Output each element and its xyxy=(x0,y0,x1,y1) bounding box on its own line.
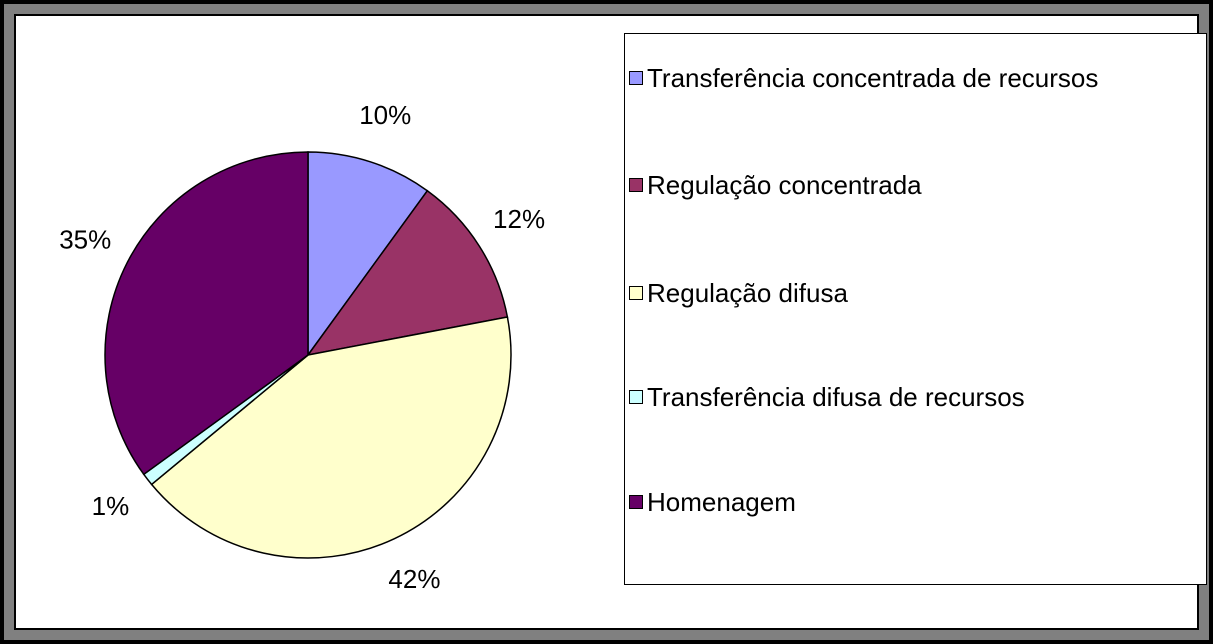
pie-slice xyxy=(306,189,509,357)
legend-label: Transferência concentrada de recursos xyxy=(647,63,1099,93)
data-label: 1% xyxy=(92,491,130,521)
data-label: 42% xyxy=(388,564,440,594)
legend-swatch xyxy=(629,390,643,404)
data-label: 35% xyxy=(59,224,111,254)
pie-slice xyxy=(104,151,309,476)
legend-label: Homenagem xyxy=(647,487,796,517)
legend-swatch xyxy=(629,71,643,85)
pie-slice xyxy=(150,316,512,559)
data-label: 10% xyxy=(359,100,411,130)
legend-swatch xyxy=(629,178,643,192)
legend-label: Regulação concentrada xyxy=(647,170,922,200)
legend-label: Transferência difusa de recursos xyxy=(647,382,1025,412)
pie-slice xyxy=(307,151,429,358)
legend-swatch xyxy=(629,286,643,300)
legend-swatch xyxy=(629,495,643,509)
data-label: 12% xyxy=(493,204,545,234)
legend: Transferência concentrada de recursos Reg… xyxy=(624,33,1207,585)
legend-label: Regulação difusa xyxy=(647,278,848,308)
